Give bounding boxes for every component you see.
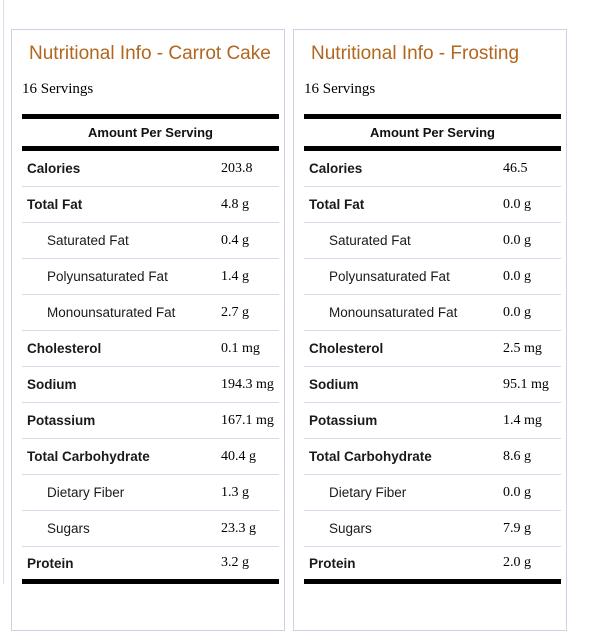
nutrient-value: 1.3 g [221,484,249,500]
nutrient-value: 7.9 g [503,520,531,536]
nutrient-row: Cholesterol 2.5 mg [304,331,561,368]
nutrient-row: Polyunsaturated Fat 1.4 g [22,259,279,296]
nutrient-label: Total Fat [27,197,83,213]
nutrition-panel: Nutritional Info - Frosting 16 Servings … [293,29,567,631]
nutrient-value: 194.3 mg [221,376,274,392]
nutrient-label: Dietary Fiber [329,485,407,501]
nutrient-value: 3.2 g [221,555,249,571]
nutrient-row: Potassium 167.1 mg [22,403,279,440]
servings-label: 16 Servings [304,80,376,97]
nutrient-value: 2.5 mg [503,340,542,356]
nutrient-label: Sodium [309,377,359,393]
nutrient-label: Total Carbohydrate [309,449,432,465]
servings-label: 16 Servings [22,80,94,97]
nutrient-row: Sodium 194.3 mg [22,367,279,404]
nutrient-value: 46.5 [503,160,528,176]
nutrient-row: Saturated Fat 0.4 g [22,223,279,260]
nutrient-value: 2.7 g [221,304,249,320]
table-header: Amount Per Serving [304,114,561,152]
nutrient-row: Sugars 23.3 g [22,511,279,548]
nutrient-value: 0.0 g [503,484,531,500]
nutrient-label: Protein [27,555,74,571]
nutrient-value: 23.3 g [221,520,256,536]
nutrient-row: Total Carbohydrate 40.4 g [22,439,279,476]
nutrient-value: 0.0 g [503,304,531,320]
nutrient-row: Sodium 95.1 mg [304,367,561,404]
nutrient-row: Total Fat 4.8 g [22,187,279,224]
nutrient-label: Monounsaturated Fat [47,305,176,321]
nutrient-value: 4.8 g [221,196,249,212]
nutrient-value: 8.6 g [503,448,531,464]
nutrition-panels: Nutritional Info - Carrot Cake 16 Servin… [11,29,567,631]
nutrient-value: 95.1 mg [503,376,549,392]
nutrient-label: Sugars [47,521,90,537]
nutrient-value: 0.4 g [221,232,249,248]
nutrient-rows: Calories 46.5 Total Fat 0.0 g Saturated … [304,151,561,585]
nutrient-value: 2.0 g [503,555,531,571]
nutrient-row: Cholesterol 0.1 mg [22,331,279,368]
nutrient-row: Monounsaturated Fat 0.0 g [304,295,561,332]
nutrition-table: Amount Per Serving Calories 203.8 Total … [22,114,279,585]
nutrient-label: Total Carbohydrate [27,449,150,465]
nutrient-row: Calories 46.5 [304,151,561,188]
nutrient-label: Potassium [309,413,378,429]
nutrient-label: Cholesterol [27,341,102,357]
nutrient-label: Potassium [27,413,96,429]
nutrient-row: Protein 3.2 g [22,547,279,585]
nutrient-label: Saturated Fat [47,233,129,249]
nutrient-value: 0.0 g [503,268,531,284]
nutrient-label: Calories [309,161,363,177]
nutrient-row: Sugars 7.9 g [304,511,561,548]
nutrient-label: Dietary Fiber [47,485,125,501]
page-edge-line [3,0,4,584]
nutrient-rows: Calories 203.8 Total Fat 4.8 g Saturated… [22,151,279,585]
nutrient-row: Monounsaturated Fat 2.7 g [22,295,279,332]
nutrient-value: 167.1 mg [221,412,274,428]
nutrient-value: 203.8 [221,160,253,176]
nutrient-label: Sodium [27,377,77,393]
nutrient-label: Polyunsaturated Fat [329,269,450,285]
nutrient-row: Dietary Fiber 1.3 g [22,475,279,512]
table-header: Amount Per Serving [22,114,279,152]
nutrient-value: 40.4 g [221,448,256,464]
nutrient-value: 1.4 g [221,268,249,284]
nutrient-label: Sugars [329,521,372,537]
nutrient-label: Protein [309,555,356,571]
nutrient-label: Cholesterol [309,341,384,357]
nutrient-label: Polyunsaturated Fat [47,269,168,285]
nutrition-panel: Nutritional Info - Carrot Cake 16 Servin… [11,29,285,631]
nutrient-row: Polyunsaturated Fat 0.0 g [304,259,561,296]
nutrition-table: Amount Per Serving Calories 46.5 Total F… [304,114,561,585]
nutrient-value: 0.0 g [503,196,531,212]
nutrient-row: Total Fat 0.0 g [304,187,561,224]
nutrient-row: Saturated Fat 0.0 g [304,223,561,260]
nutrient-row: Total Carbohydrate 8.6 g [304,439,561,476]
nutrient-value: 0.0 g [503,232,531,248]
nutrient-row: Calories 203.8 [22,151,279,188]
nutrient-label: Monounsaturated Fat [329,305,458,321]
nutrient-label: Calories [27,161,81,177]
nutrient-label: Saturated Fat [329,233,411,249]
nutrient-label: Total Fat [309,197,365,213]
panel-title: Nutritional Info - Carrot Cake [29,43,271,64]
nutrient-row: Protein 2.0 g [304,547,561,585]
panel-title: Nutritional Info - Frosting [311,43,520,64]
nutrient-value: 1.4 mg [503,412,542,428]
nutrient-value: 0.1 mg [221,340,260,356]
nutrient-row: Potassium 1.4 mg [304,403,561,440]
nutrient-row: Dietary Fiber 0.0 g [304,475,561,512]
